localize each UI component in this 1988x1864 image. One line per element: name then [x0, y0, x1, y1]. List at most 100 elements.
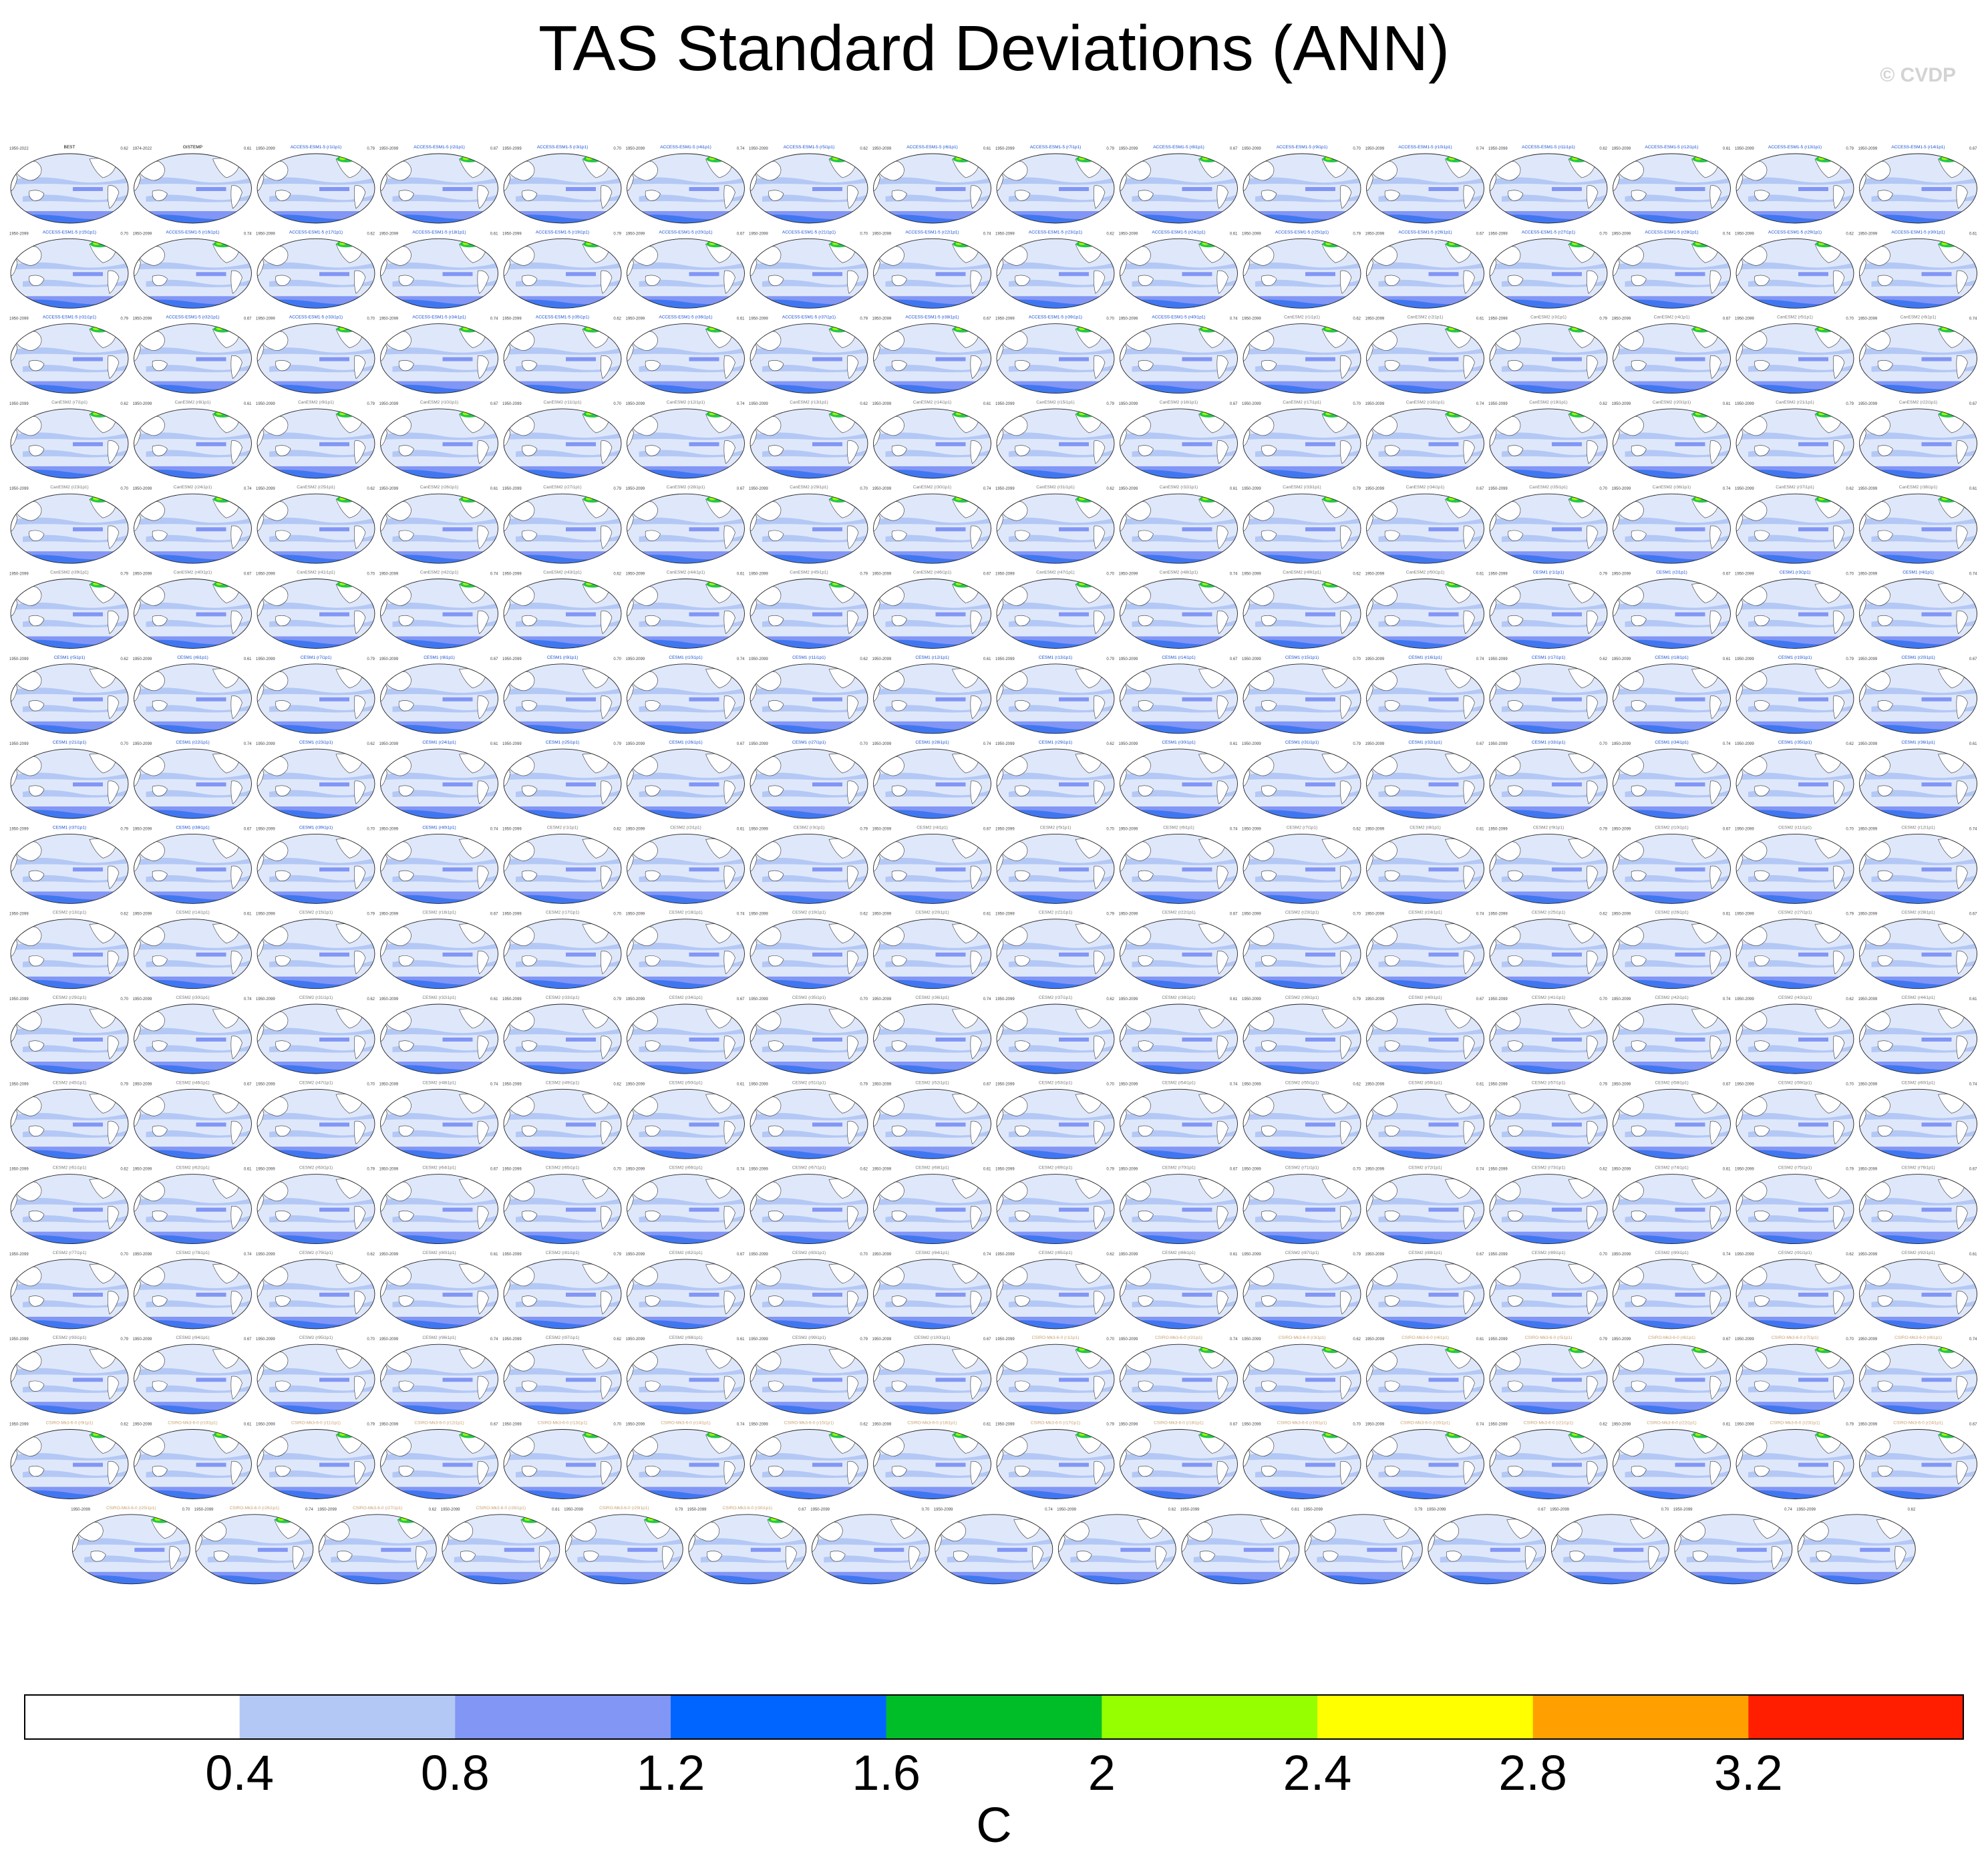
panel-title: CESM1 (r15i1p1)	[1285, 655, 1319, 660]
panel-period-label: 1950-2099	[1858, 402, 1878, 406]
panel-period-label: 1950-2099	[1735, 147, 1754, 151]
enso-band	[812, 1207, 842, 1212]
panel-mean-label: 0.62	[860, 913, 868, 917]
enso-band	[689, 1292, 719, 1297]
enso-band	[1305, 1292, 1335, 1297]
panel-title: CanESM2 (r50i1p1)	[1406, 571, 1444, 575]
enso-band	[1675, 782, 1705, 787]
map-outline	[750, 323, 868, 394]
panel-period-label: 1950-2099	[256, 1253, 275, 1257]
panel-mean-label: 0.74	[1230, 1082, 1238, 1086]
enso-band	[196, 1122, 226, 1127]
continent-australia	[29, 275, 45, 286]
panel-period-label: 1950-2099	[626, 232, 645, 236]
map-outline	[1859, 238, 1977, 309]
map-panel: 1950-2099 CSIRO-Mk3-6-0 (r11i1p1) 0.79	[256, 1421, 375, 1499]
map-body	[1735, 748, 1854, 819]
panel-period-label: 1950-2099	[626, 1168, 645, 1172]
map-panel: 1950-2099 CESM2 (r92i1p1) 0.61	[1858, 1251, 1977, 1330]
panel-title: ACCESS-ESM1-5 (r17i1p1)	[289, 230, 343, 235]
panel-title: CanESM2 (r29i1p1)	[790, 485, 828, 490]
panel-mean-label: 0.62	[613, 827, 621, 831]
panel-mean-label: 0.67	[737, 1253, 745, 1257]
panel-mean-label: 0.62	[120, 913, 128, 917]
panel-title: ACCESS-ESM1-5 (r21i1p1)	[782, 230, 836, 235]
ocean-streak	[1378, 194, 1482, 202]
panel-mean-label: 0.74	[983, 487, 991, 491]
map-body	[503, 579, 622, 649]
map-panel: 1950-2099 0.74	[934, 1508, 1053, 1585]
continent-australia	[1877, 190, 1893, 201]
panel-title: CESM2 (r27i1p1)	[1778, 911, 1812, 915]
map-panel: 1950-2099 CESM2 (r17i1p1) 0.70	[502, 911, 622, 989]
map-body	[1735, 919, 1854, 989]
enso-band	[1428, 272, 1459, 277]
panel-title: CESM2 (r34i1p1)	[669, 995, 702, 1000]
map-panel: 1950-2099 CESM2 (r33i1p1) 0.79	[502, 995, 622, 1074]
map-body	[750, 1429, 868, 1499]
map-panel: 1950-2099 CESM2 (r54i1p1) 0.74	[1119, 1080, 1238, 1159]
map-body	[1613, 748, 1731, 819]
colorbar-segment	[1748, 1694, 1964, 1740]
panel-mean-label: 0.67	[1476, 742, 1484, 746]
enso-band	[1305, 1207, 1335, 1212]
map-body	[1489, 408, 1608, 479]
map-body	[380, 663, 498, 734]
panel-period-label: 1950-2099	[995, 1338, 1015, 1342]
panel-period-label: 1950-2099	[749, 1253, 768, 1257]
panel-period-label: 1950-2099	[1735, 913, 1754, 917]
panel-period-label: 1950-2099	[1427, 1508, 1446, 1512]
ocean-streak	[1871, 279, 1975, 287]
map-panel: 1950-2099 CESM2 (r67i1p1) 0.62	[749, 1166, 868, 1245]
panel-mean-label: 0.74	[983, 997, 991, 1001]
panel-title: CESM2 (r9i1p1)	[1533, 825, 1564, 830]
map-panel: 1950-2099 CESM1 (r9i1p1) 0.70	[502, 655, 622, 734]
panel-mean-label: 0.62	[1106, 487, 1114, 491]
panel-period-label: 1950-2099	[872, 317, 892, 321]
panel-period-label: 1950-2099	[133, 1423, 152, 1427]
panel-mean-label: 0.74	[1476, 1423, 1484, 1427]
map-panel: 1950-2099 CESM1 (r14i1p1) 0.67	[1119, 655, 1238, 734]
panel-period-label: 1950-2099	[872, 573, 892, 577]
ocean-streak	[1249, 347, 1361, 355]
panel-mean-label: 0.61	[1230, 997, 1238, 1001]
panel-title: CESM1 (r26i1p1)	[669, 740, 702, 745]
enso-band	[442, 1378, 473, 1382]
map-body	[10, 1344, 129, 1414]
map-panel: 1950-2099 ACCESS-ESM1-5 (r18i1p1) 0.61	[379, 230, 498, 309]
continent-south-america	[1587, 185, 1599, 209]
map-panel: 1950-2099 CESM2 (r72i1p1) 0.74	[1365, 1166, 1484, 1245]
ocean-streak	[1871, 194, 1975, 202]
map-panel: 1950-2099 CESM2 (r87i1p1) 0.79	[1242, 1251, 1361, 1330]
ocean-streak	[146, 450, 250, 458]
map-panel: 1950-2099 CESM2 (r25i1p1) 0.62	[1488, 911, 1608, 989]
enso-band	[1552, 1207, 1582, 1212]
map-panel: 1950-2099 CanESM2 (r31i1p1) 0.62	[995, 485, 1115, 564]
ocean-streak	[1371, 262, 1484, 270]
map-panel: 1950-2099 CESM2 (r7i1p1) 0.62	[1242, 825, 1361, 904]
map-panel: 1950-2099 ACCESS-ESM1-5 (r20i1p1) 0.67	[626, 230, 745, 309]
map-body	[1489, 748, 1608, 819]
panel-mean-label: 0.62	[367, 232, 375, 236]
map-panel: 1950-2099 CESM2 (r50i1p1) 0.61	[626, 1080, 745, 1159]
enso-band	[1305, 527, 1335, 532]
enso-band	[1798, 527, 1828, 532]
map-body	[1242, 833, 1361, 904]
map-outline	[1120, 323, 1238, 394]
continent-australia	[1138, 275, 1154, 286]
map-body	[1859, 1429, 1977, 1499]
panel-mean-label: 0.67	[983, 317, 991, 321]
map-panel: 1950-2099 CESM1 (r25i1p1) 0.79	[502, 740, 622, 819]
map-body	[503, 323, 622, 394]
ocean-streak	[1864, 177, 1977, 185]
map-panel: 1950-2099 CSIRO-Mk3-6-0 (r15i1p1) 0.62	[749, 1421, 868, 1499]
panel-title: CESM1 (r17i1p1)	[1532, 655, 1565, 660]
panel-mean-label: 0.70	[1599, 232, 1607, 236]
map-outline	[873, 153, 991, 224]
panel-title: CESM2 (r25i1p1)	[1532, 911, 1565, 915]
map-panel: 1950-2099 0.74	[1673, 1508, 1792, 1585]
continent-south-america	[477, 440, 489, 464]
enso-band	[1059, 357, 1089, 361]
panel-period-label: 1950-2099	[626, 997, 645, 1001]
enso-band	[319, 187, 349, 191]
